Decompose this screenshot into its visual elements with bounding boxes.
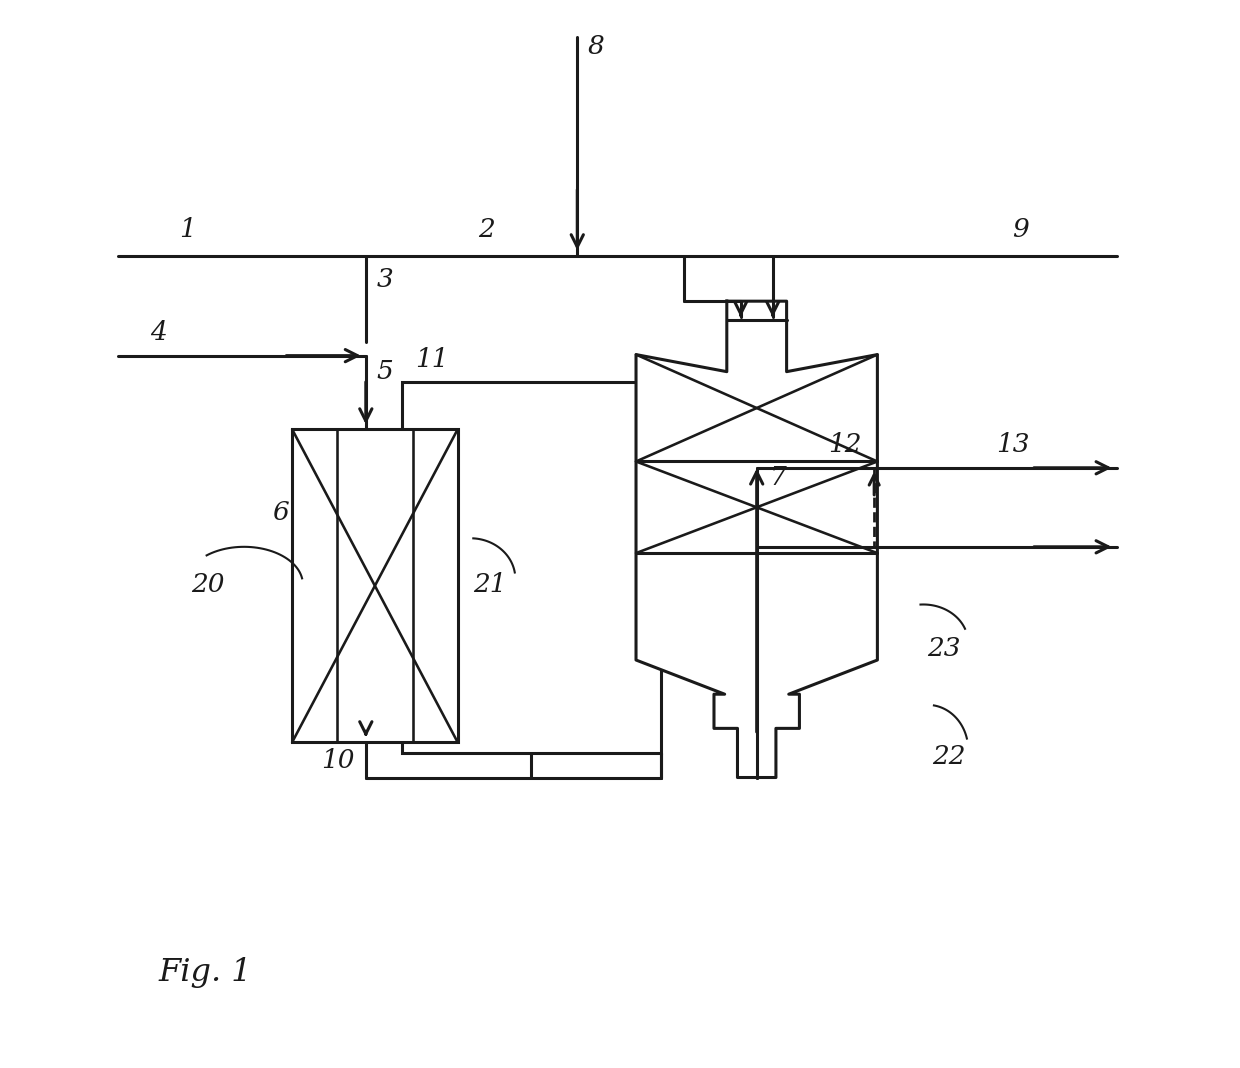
Text: 21: 21 — [472, 571, 506, 597]
Text: 20: 20 — [191, 571, 224, 597]
Text: 4: 4 — [150, 320, 167, 345]
Bar — [402, 382, 661, 753]
Text: 7: 7 — [770, 465, 786, 489]
Text: 13: 13 — [996, 433, 1029, 457]
Bar — [293, 429, 458, 742]
Text: 9: 9 — [1012, 218, 1029, 242]
Text: 10: 10 — [321, 748, 355, 772]
Text: 5: 5 — [377, 360, 393, 384]
Text: 12: 12 — [828, 433, 862, 457]
Text: 22: 22 — [931, 743, 966, 769]
Text: Fig. 1: Fig. 1 — [159, 957, 252, 988]
Text: 2: 2 — [479, 218, 495, 242]
Text: 3: 3 — [377, 267, 393, 292]
Text: 1: 1 — [179, 218, 196, 242]
Polygon shape — [636, 301, 878, 778]
Text: 6: 6 — [272, 500, 289, 525]
Text: 11: 11 — [415, 347, 449, 372]
Text: 8: 8 — [588, 34, 605, 59]
Text: 23: 23 — [928, 635, 961, 661]
